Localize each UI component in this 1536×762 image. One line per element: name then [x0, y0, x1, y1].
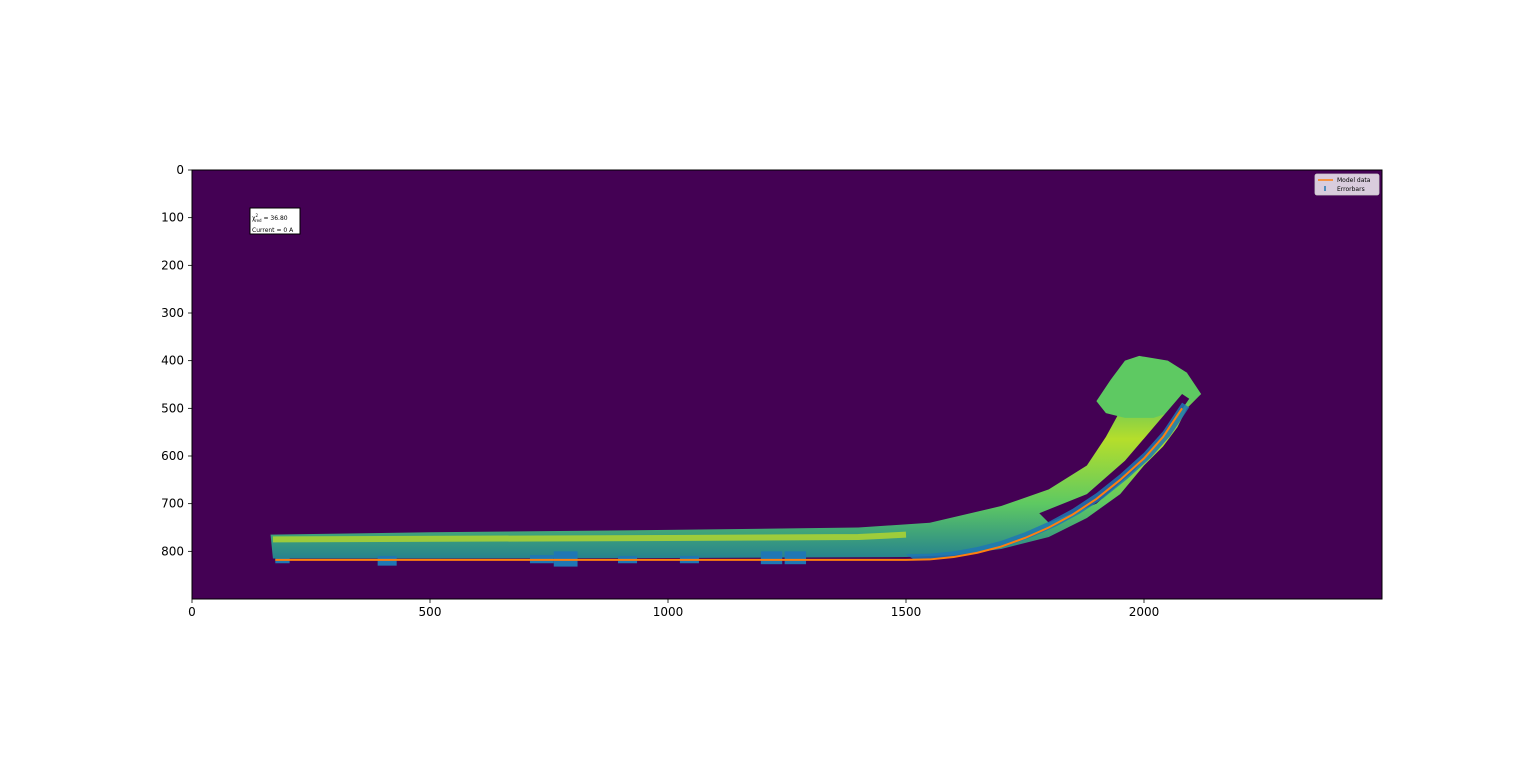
y-tick-label-0: 0 — [176, 163, 184, 177]
chi-subscript: red — [255, 218, 262, 223]
legend-errorbars-label: Errorbars — [1337, 186, 1365, 193]
beam-bright-band — [272, 531, 907, 543]
y-axis-ticks: 0 100 200 300 400 500 600 700 800 — [161, 163, 192, 558]
model-layer — [275, 407, 1183, 561]
beam-head — [1096, 355, 1202, 418]
chi-symbol: χ — [252, 215, 256, 222]
x-tick-label-1: 500 — [419, 605, 442, 619]
fit-annotation: χ2 red = 36.80 Current = 0 A — [249, 207, 301, 235]
beam-image — [270, 355, 1202, 559]
x-tick-label-3: 1500 — [891, 605, 922, 619]
x-tick-label-2: 1000 — [653, 605, 684, 619]
legend-model-label: Model data — [1337, 177, 1371, 184]
y-tick-label-8: 800 — [161, 544, 184, 558]
errorbar-6 — [760, 551, 783, 565]
errorbar-7 — [784, 551, 807, 565]
legend: Model data Errorbars — [1314, 173, 1380, 196]
model-data-line — [275, 407, 1183, 561]
y-tick-label-4: 400 — [161, 354, 184, 368]
x-tick-label-4: 2000 — [1129, 605, 1160, 619]
chi-exponent: 2 — [255, 213, 258, 218]
y-tick-label-1: 100 — [161, 211, 184, 225]
beam-gap — [1039, 394, 1190, 523]
x-tick-label-0: 0 — [188, 605, 196, 619]
chi-value: = 36.80 — [262, 215, 288, 222]
current-label: Current = 0 A — [252, 227, 294, 234]
axes-frame — [191, 169, 1383, 600]
y-tick-label-6: 600 — [161, 449, 184, 463]
y-tick-label-7: 700 — [161, 497, 184, 511]
x-axis-ticks: 0 500 1000 1500 2000 — [188, 599, 1159, 619]
y-tick-label-5: 500 — [161, 401, 184, 415]
y-tick-label-3: 300 — [161, 306, 184, 320]
y-tick-label-2: 200 — [161, 258, 184, 272]
